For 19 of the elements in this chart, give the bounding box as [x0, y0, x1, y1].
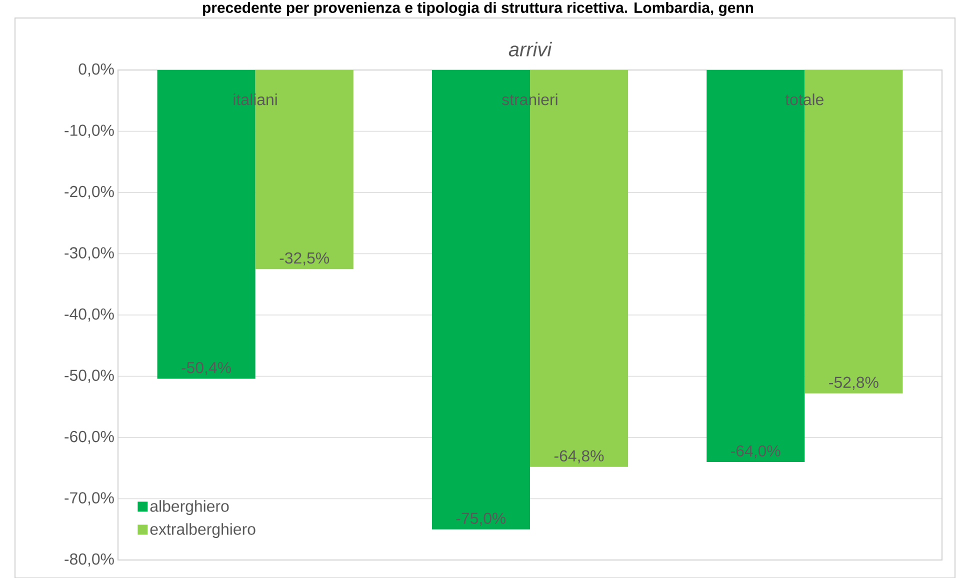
y-tick-label: -10,0%: [64, 124, 114, 138]
data-label: -64,0%: [731, 445, 780, 458]
text: precedente per provenienza e tipologia di struttura ricettiva. Lombardia, genn: [203, 2, 754, 16]
y-tick-label: -70,0%: [64, 492, 114, 506]
y-tick-label: -40,0%: [64, 308, 114, 322]
data-label: -32,5%: [280, 252, 330, 266]
legend-label: extralberghiero: [150, 523, 256, 538]
y-tick-label: -30,0%: [64, 247, 114, 260]
data-label: -52,8%: [829, 376, 878, 390]
data-label: -64,8%: [554, 450, 604, 464]
y-tick-label: -20,0%: [64, 186, 114, 200]
y-tick-label: 0,0%: [78, 63, 114, 77]
chart-title: arrivi: [508, 42, 552, 56]
data-label: -75,0%: [456, 512, 506, 526]
y-tick-label: -80,0%: [64, 553, 114, 567]
y-tick-label: -50,0%: [64, 370, 114, 383]
legend-label: alberghiero: [150, 500, 229, 516]
data-label: -50,4%: [182, 362, 231, 376]
y-tick-label: -60,0%: [64, 430, 114, 444]
